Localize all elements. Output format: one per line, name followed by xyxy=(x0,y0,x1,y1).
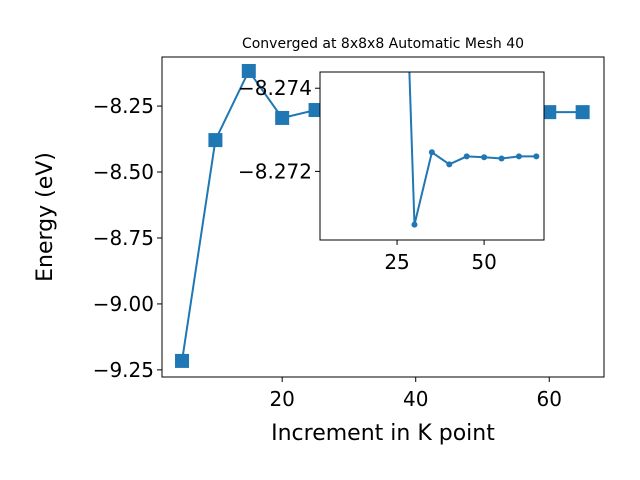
marker xyxy=(175,353,190,368)
marker xyxy=(241,63,256,78)
axes-frame xyxy=(319,71,545,241)
x-tick-label: 20 xyxy=(269,387,294,411)
y-tick-label: −8.274 xyxy=(238,76,312,100)
axes-frame xyxy=(161,56,605,378)
x-axis-label: Increment in K point xyxy=(271,421,495,446)
marker xyxy=(411,221,418,228)
marker xyxy=(275,110,290,125)
y-tick-label: −8.50 xyxy=(93,160,154,184)
x-tick-label: 60 xyxy=(537,387,562,411)
x-tick-label: 50 xyxy=(471,250,496,274)
y-tick-label: −8.272 xyxy=(238,159,312,183)
plot-content xyxy=(408,72,540,228)
marker xyxy=(428,149,435,156)
y-tick-label: −8.25 xyxy=(93,94,154,118)
marker xyxy=(515,153,522,160)
marker xyxy=(308,103,323,118)
marker xyxy=(208,133,223,148)
x-tick-label: 40 xyxy=(403,387,428,411)
marker xyxy=(533,153,540,160)
marker xyxy=(498,155,505,162)
marker xyxy=(542,105,557,120)
y-tick-label: −9.25 xyxy=(93,358,154,382)
marker xyxy=(446,161,453,168)
chart-title: Converged at 8x8x8 Automatic Mesh 40 xyxy=(242,36,524,52)
y-tick-label: −8.75 xyxy=(93,226,154,250)
x-tick-label: 25 xyxy=(384,250,409,274)
marker xyxy=(463,153,470,160)
marker xyxy=(481,154,488,161)
marker xyxy=(575,105,590,120)
y-axis-label: Energy (eV) xyxy=(33,152,58,282)
y-tick-label: −9.00 xyxy=(93,292,154,316)
